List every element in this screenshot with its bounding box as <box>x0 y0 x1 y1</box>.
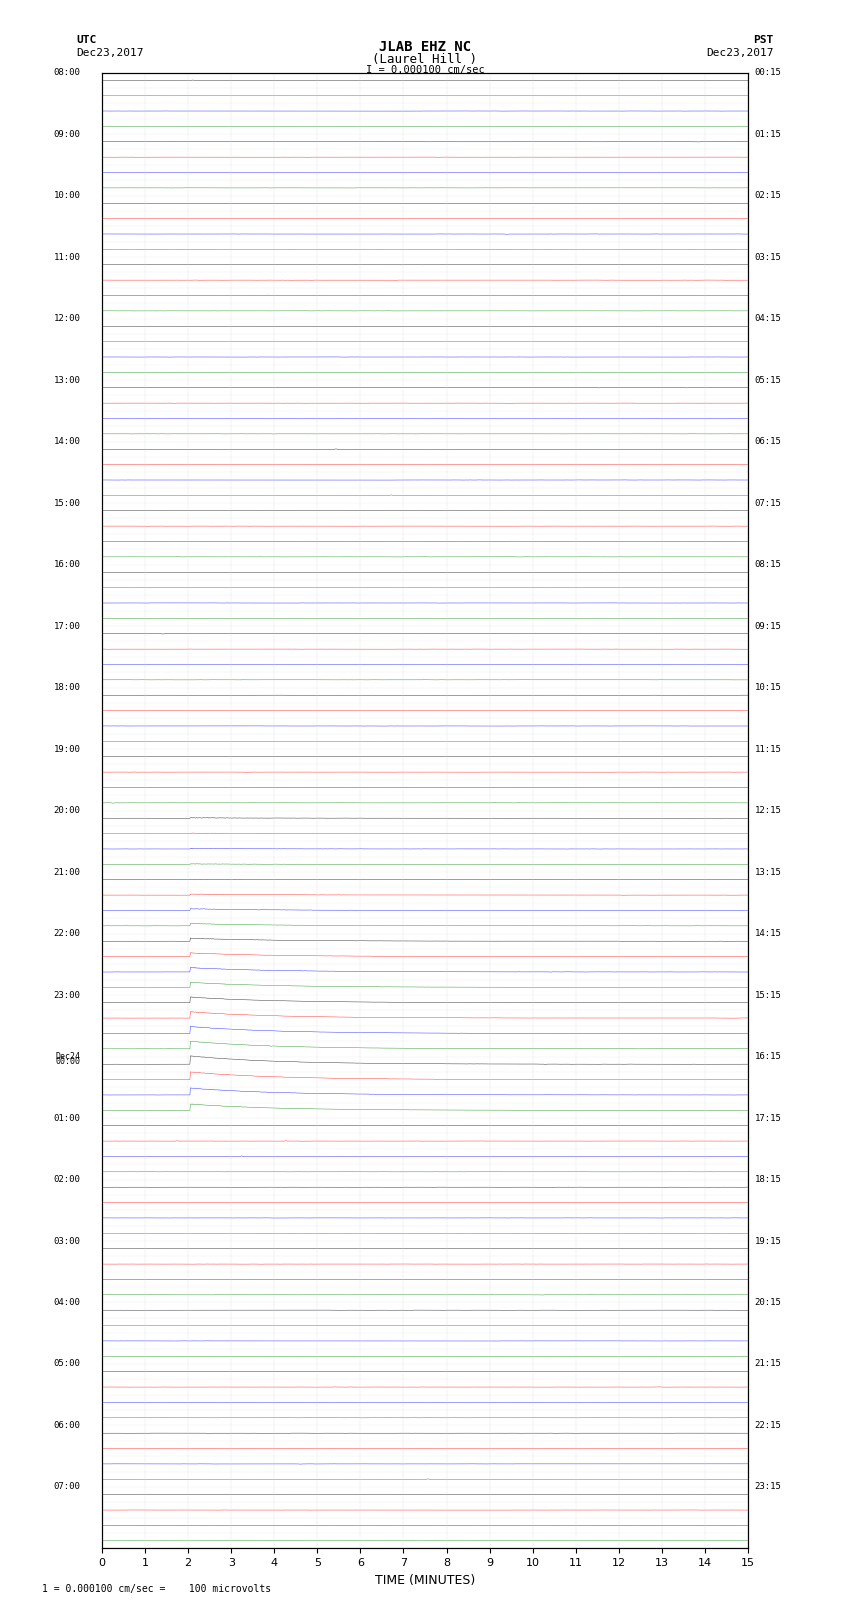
Text: 21:00: 21:00 <box>54 868 81 876</box>
Text: 22:00: 22:00 <box>54 929 81 939</box>
Text: 11:15: 11:15 <box>755 745 781 753</box>
Text: 15:15: 15:15 <box>755 990 781 1000</box>
Text: 17:15: 17:15 <box>755 1113 781 1123</box>
Text: 01:00: 01:00 <box>54 1113 81 1123</box>
Text: PST: PST <box>753 35 774 45</box>
Text: Dec23,2017: Dec23,2017 <box>76 48 144 58</box>
Text: 13:15: 13:15 <box>755 868 781 876</box>
Text: 12:15: 12:15 <box>755 806 781 815</box>
Text: 04:00: 04:00 <box>54 1298 81 1307</box>
Text: Dec24: Dec24 <box>55 1052 81 1061</box>
Text: 10:15: 10:15 <box>755 682 781 692</box>
Text: 20:00: 20:00 <box>54 806 81 815</box>
Text: 03:00: 03:00 <box>54 1237 81 1245</box>
Text: 14:00: 14:00 <box>54 437 81 447</box>
Text: 19:15: 19:15 <box>755 1237 781 1245</box>
Text: UTC: UTC <box>76 35 97 45</box>
Text: 04:15: 04:15 <box>755 315 781 323</box>
Text: 21:15: 21:15 <box>755 1360 781 1368</box>
Text: 02:00: 02:00 <box>54 1174 81 1184</box>
Text: 18:00: 18:00 <box>54 682 81 692</box>
Text: 22:15: 22:15 <box>755 1421 781 1431</box>
Text: 15:00: 15:00 <box>54 498 81 508</box>
Text: 20:15: 20:15 <box>755 1298 781 1307</box>
Text: 10:00: 10:00 <box>54 190 81 200</box>
X-axis label: TIME (MINUTES): TIME (MINUTES) <box>375 1574 475 1587</box>
Text: 06:00: 06:00 <box>54 1421 81 1431</box>
Text: 16:00: 16:00 <box>54 560 81 569</box>
Text: 17:00: 17:00 <box>54 621 81 631</box>
Text: 00:15: 00:15 <box>755 68 781 77</box>
Text: 08:00: 08:00 <box>54 68 81 77</box>
Text: 09:15: 09:15 <box>755 621 781 631</box>
Text: 14:15: 14:15 <box>755 929 781 939</box>
Text: 08:15: 08:15 <box>755 560 781 569</box>
Text: 19:00: 19:00 <box>54 745 81 753</box>
Text: 07:15: 07:15 <box>755 498 781 508</box>
Text: 16:15: 16:15 <box>755 1052 781 1061</box>
Text: 07:00: 07:00 <box>54 1482 81 1492</box>
Text: 02:15: 02:15 <box>755 190 781 200</box>
Text: 03:15: 03:15 <box>755 253 781 261</box>
Text: 06:15: 06:15 <box>755 437 781 447</box>
Text: 11:00: 11:00 <box>54 253 81 261</box>
Text: 09:00: 09:00 <box>54 129 81 139</box>
Text: I = 0.000100 cm/sec: I = 0.000100 cm/sec <box>366 65 484 74</box>
Text: 05:15: 05:15 <box>755 376 781 384</box>
Text: 05:00: 05:00 <box>54 1360 81 1368</box>
Text: 23:00: 23:00 <box>54 990 81 1000</box>
Text: 18:15: 18:15 <box>755 1174 781 1184</box>
Text: 01:15: 01:15 <box>755 129 781 139</box>
Text: Dec23,2017: Dec23,2017 <box>706 48 774 58</box>
Text: 13:00: 13:00 <box>54 376 81 384</box>
Text: 1 = 0.000100 cm/sec =    100 microvolts: 1 = 0.000100 cm/sec = 100 microvolts <box>42 1584 272 1594</box>
Text: 12:00: 12:00 <box>54 315 81 323</box>
Text: JLAB EHZ NC: JLAB EHZ NC <box>379 40 471 55</box>
Text: (Laurel Hill ): (Laurel Hill ) <box>372 53 478 66</box>
Text: 00:00: 00:00 <box>55 1057 81 1066</box>
Text: 23:15: 23:15 <box>755 1482 781 1492</box>
